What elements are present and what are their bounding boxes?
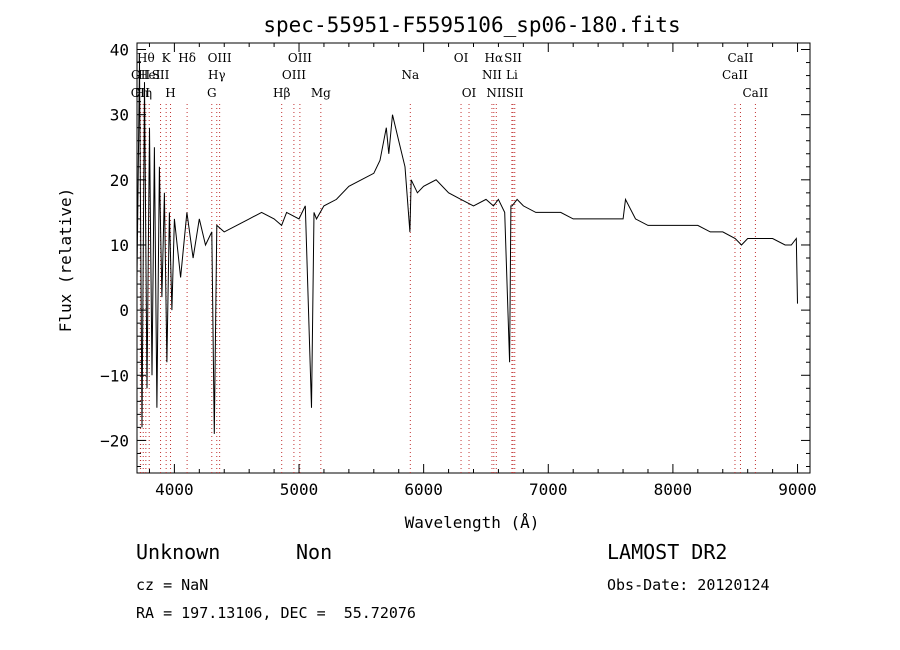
x-tick-label: 9000	[778, 480, 817, 499]
spectral-subclass: Non	[296, 540, 333, 564]
spectral-line-label: Hδ	[178, 51, 196, 65]
spectral-line-label: OII	[131, 68, 151, 82]
spectral-line-label: CaII	[722, 68, 748, 82]
spectral-line-label: OIII	[288, 51, 312, 65]
y-axis-label: Flux (relative)	[56, 188, 75, 333]
spectral-class: Unknown	[136, 540, 221, 564]
spectral-line-label: OI	[462, 86, 477, 100]
spectrum-chart: spec-55951-F5595106_sp06-180.fits OII OII…	[56, 13, 817, 532]
flux-series-line	[136, 62, 798, 434]
spectral-line-label: SII	[152, 68, 170, 82]
axis-ticks: 4000 5000 6000 7000 8000 9000 −20 −10 0 10 20 30 40	[100, 41, 817, 499]
spectral-line-label: CaII	[728, 51, 754, 65]
spectral-line-label: K	[162, 51, 172, 65]
spectral-line-label: OIII	[282, 68, 306, 82]
spectral-line-label: OIII	[208, 51, 232, 65]
redshift-cz: cz = NaN	[136, 576, 209, 594]
spectral-line-label: Li	[506, 68, 518, 82]
spectral-line-label: CaII	[742, 86, 768, 100]
x-tick-label: 4000	[155, 480, 194, 499]
observation-date: Obs-Date: 20120124	[607, 576, 770, 594]
spectral-line-label: Hα	[485, 51, 504, 65]
spectral-line-label: NII	[486, 86, 506, 100]
y-tick-label: −10	[100, 366, 129, 385]
spectral-line-label: G	[207, 86, 217, 100]
spectral-line-label: Hβ	[273, 86, 290, 100]
x-tick-label: 6000	[404, 480, 443, 499]
x-tick-label: 8000	[654, 480, 693, 499]
spectral-line-label: Hη	[134, 86, 152, 100]
spectral-line-label: OII	[131, 86, 151, 100]
spectral-line-label: NII	[482, 68, 502, 82]
spectral-line-label: OI	[454, 51, 469, 65]
y-tick-label: 10	[110, 236, 129, 255]
coordinates: RA = 197.13106, DEC = 55.72076	[136, 604, 416, 622]
survey-name: LAMOST DR2	[607, 540, 728, 564]
spectral-line-label: Mg	[311, 86, 331, 100]
x-tick-label: 7000	[529, 480, 568, 499]
y-tick-label: −20	[100, 431, 129, 450]
y-tick-label: 20	[110, 171, 129, 190]
x-axis-label: Wavelength (Å)	[405, 513, 540, 532]
spectral-line-markers: OIIOIIHηHθHeISIIKHHδGHγOIIIHβOIIIOIIIMgN…	[131, 51, 769, 473]
x-tick-label: 5000	[280, 480, 319, 499]
spectral-line-label: SII	[504, 51, 522, 65]
chart-title: spec-55951-F5595106_sp06-180.fits	[263, 13, 680, 37]
y-tick-label: 40	[110, 41, 129, 60]
spectral-line-label: HeI	[138, 68, 161, 82]
spectral-line-label: Na	[401, 68, 419, 82]
plot-frame	[136, 42, 811, 474]
spectral-line-label: H	[165, 86, 175, 100]
spectral-line-label: SII	[506, 86, 524, 100]
y-tick-label: 30	[110, 106, 129, 125]
spectral-line-label: Hθ	[137, 51, 155, 65]
spectral-line-label: Hγ	[208, 68, 226, 82]
y-tick-label: 0	[119, 301, 129, 320]
